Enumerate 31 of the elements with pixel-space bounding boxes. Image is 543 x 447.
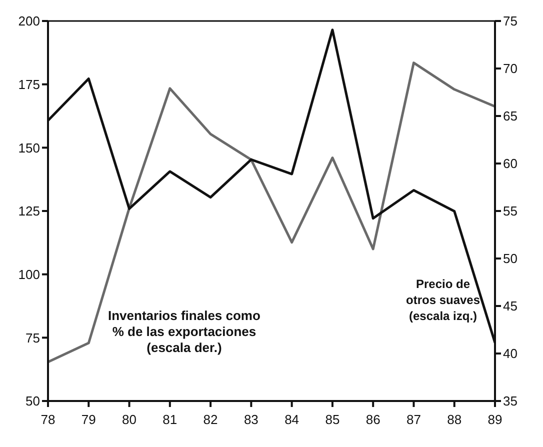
x-tick-label: 81 — [162, 412, 178, 428]
x-tick-label: 87 — [406, 412, 421, 428]
x-tick-label: 78 — [40, 412, 56, 428]
y2-tick-label: 70 — [503, 61, 518, 76]
y2-tick-label: 45 — [503, 298, 518, 314]
x-tick-label: 85 — [325, 412, 340, 428]
y-tick-label: 175 — [18, 76, 40, 92]
y2-tick-label: 65 — [503, 108, 518, 124]
y-tick-label: 75 — [26, 330, 40, 346]
y2-tick-label: 40 — [503, 346, 518, 362]
y-tick-label: 50 — [26, 394, 40, 409]
x-tick-label: 79 — [81, 412, 96, 428]
series-label: Precio de otros suaves (escala izq.) — [406, 276, 480, 324]
line-series — [48, 62, 495, 364]
y-tick-label: 125 — [18, 204, 40, 219]
x-tick-label: 86 — [366, 412, 380, 428]
x-tick-label: 83 — [244, 412, 258, 428]
x-tick-label: 84 — [284, 412, 300, 428]
y2-tick-label: 75 — [503, 14, 518, 29]
x-tick-label: 88 — [447, 412, 462, 428]
series-label: Inventarios finales como % de las exportaciones (escala der.) — [108, 308, 260, 356]
x-tick-label: 82 — [203, 412, 218, 428]
y-tick-label: 200 — [18, 14, 40, 29]
y-tick-label: 100 — [18, 266, 40, 282]
x-tick-label: 89 — [488, 412, 502, 428]
y2-tick-label: 60 — [503, 156, 518, 172]
y-tick-label: 150 — [18, 140, 40, 156]
y2-tick-label: 50 — [503, 251, 518, 266]
y2-tick-label: 55 — [503, 204, 518, 219]
y2-tick-label: 35 — [503, 394, 518, 409]
x-tick-label: 80 — [122, 412, 137, 428]
